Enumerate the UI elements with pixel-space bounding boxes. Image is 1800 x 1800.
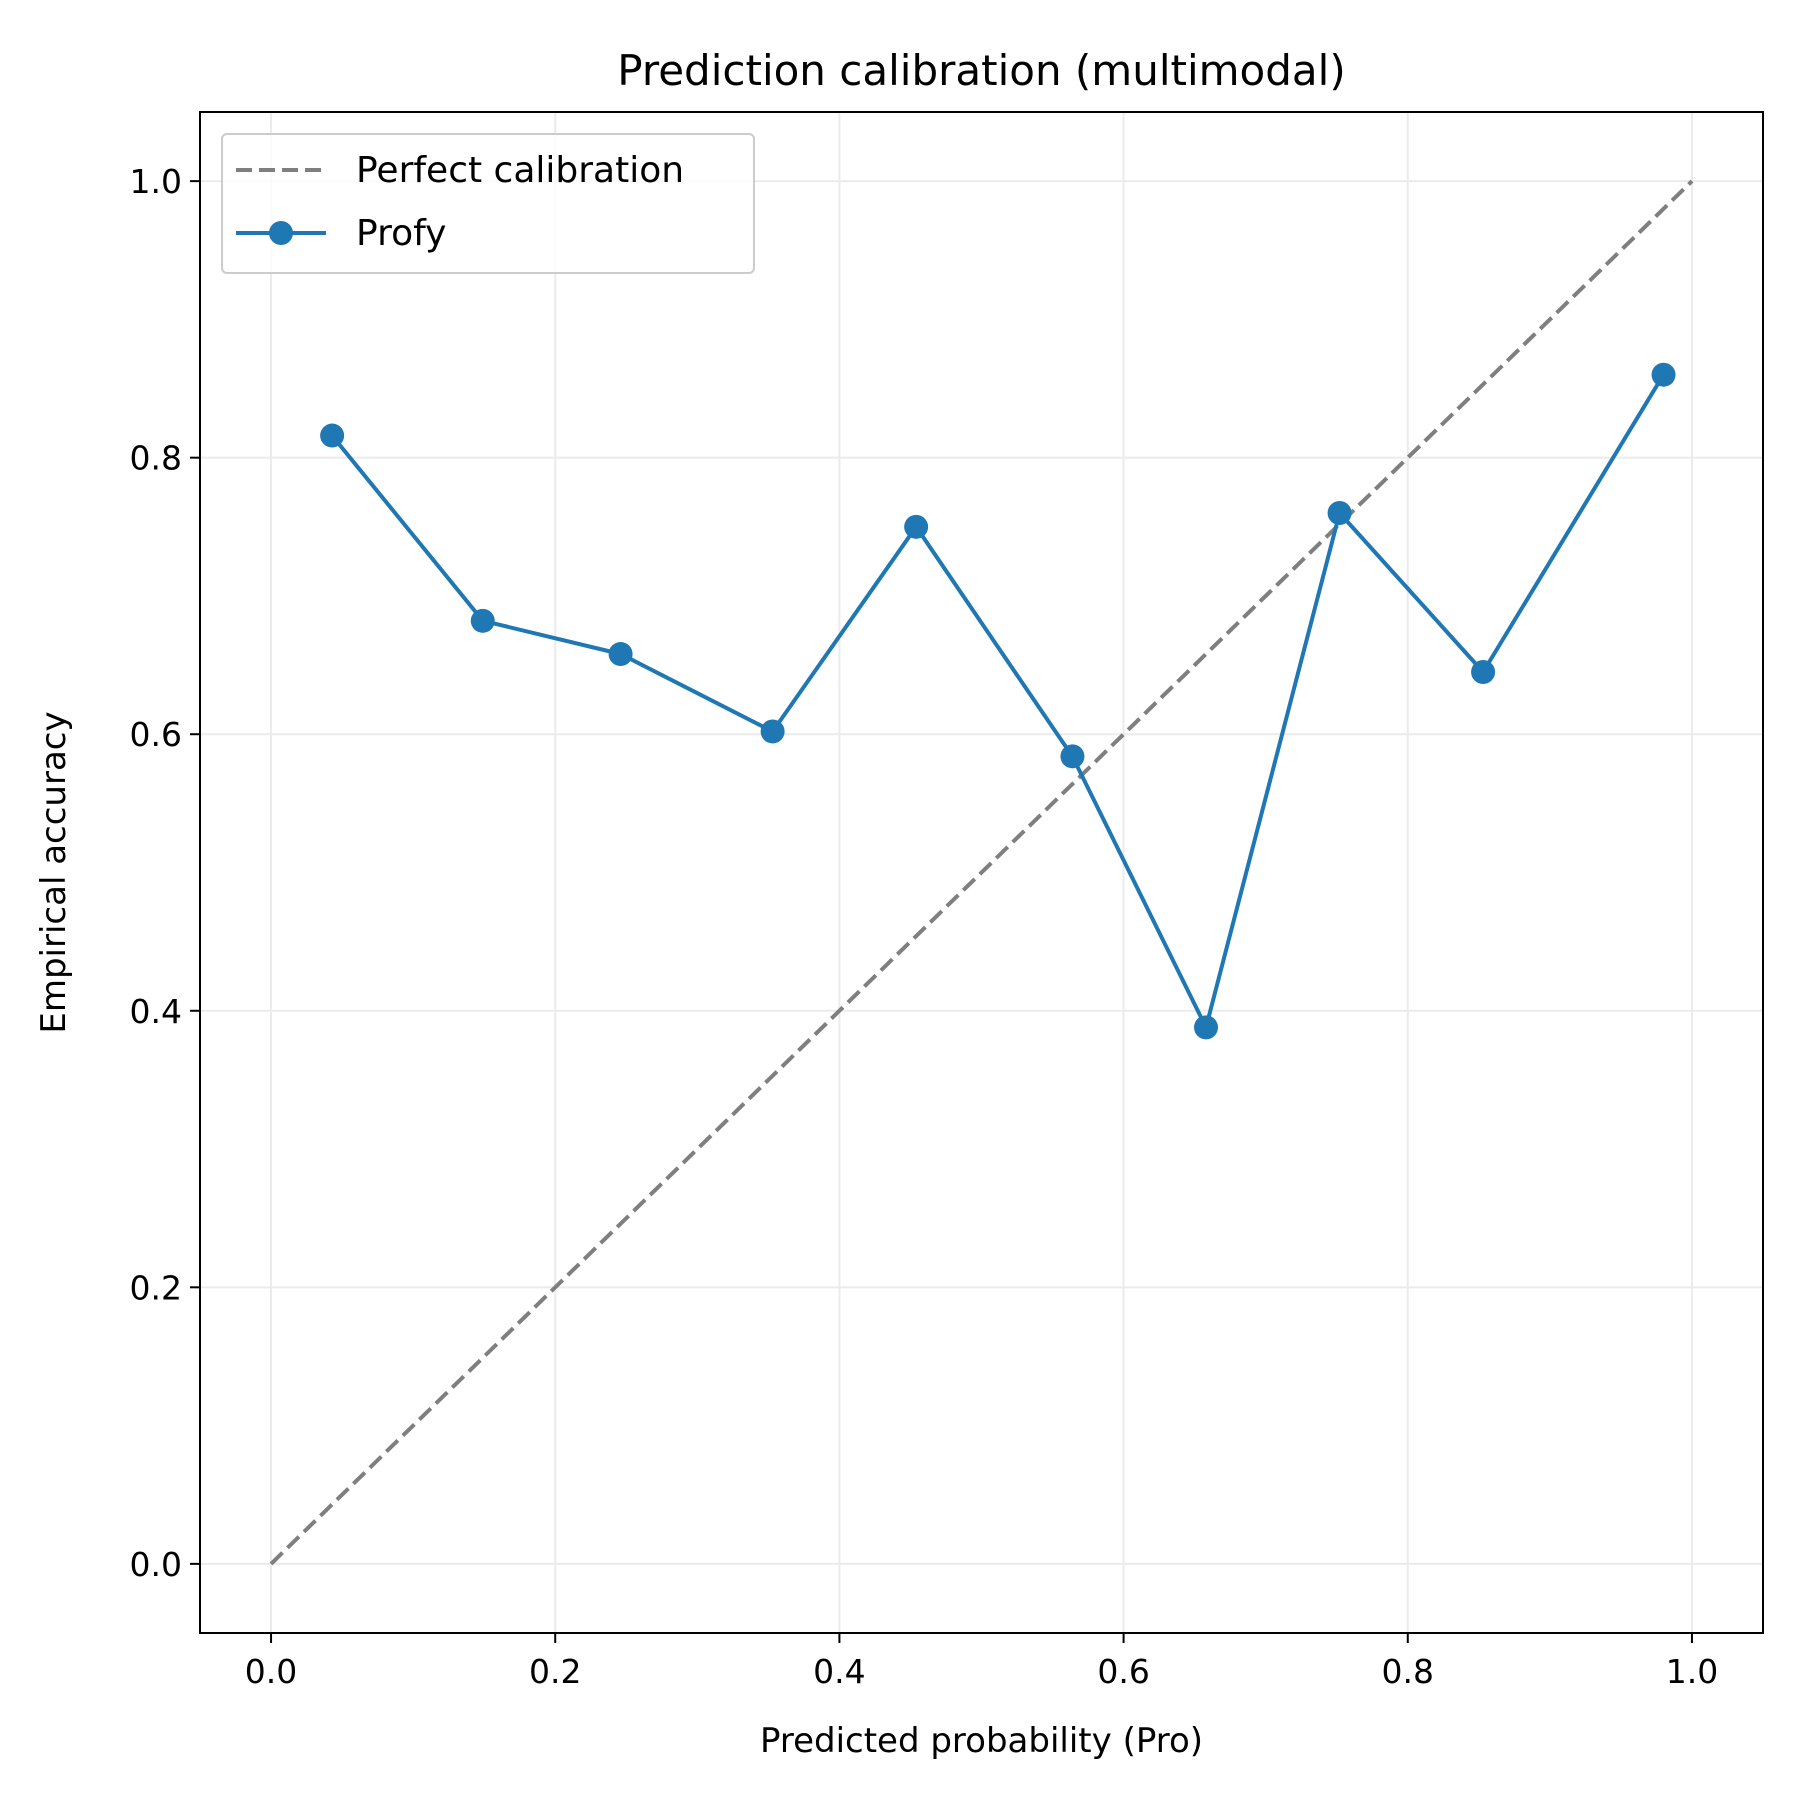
data-point xyxy=(904,514,929,539)
x-tick-label: 0.6 xyxy=(1097,1652,1149,1691)
data-point xyxy=(1194,1015,1219,1040)
data-point xyxy=(470,608,495,633)
x-tick-label: 0.0 xyxy=(245,1652,297,1691)
y-tick-label: 0.6 xyxy=(130,715,182,754)
data-point xyxy=(1327,500,1352,525)
grid xyxy=(200,112,1763,1633)
y-tick-label: 0.8 xyxy=(130,439,182,478)
y-tick-label: 0.4 xyxy=(130,992,182,1031)
x-tick-label: 1.0 xyxy=(1666,1652,1718,1691)
axis-ticks: 0.0 0.2 0.4 0.6 0.8 1.0 0.0 0.2 0.4 0.6 0.8 1.0 xyxy=(130,162,1719,1691)
data-point xyxy=(1471,660,1496,685)
chart-title: Prediction calibration (multimodal) xyxy=(617,46,1345,95)
data-point xyxy=(760,719,785,744)
data-point xyxy=(1651,362,1676,387)
x-tick-label: 0.4 xyxy=(813,1652,865,1691)
data-point xyxy=(608,642,633,667)
y-axis-label: Empirical accuracy xyxy=(34,711,74,1033)
y-tick-label: 0.0 xyxy=(130,1545,182,1584)
data-point xyxy=(320,423,345,448)
x-axis-label: Predicted probability (Pro) xyxy=(760,1721,1203,1761)
legend-label-perfect-calibration: Perfect calibration xyxy=(356,150,684,191)
plot-frame xyxy=(199,111,1764,1634)
legend: Perfect calibration Profy xyxy=(221,133,755,274)
series-line-profy xyxy=(330,373,1666,1030)
plot-series xyxy=(269,179,1694,1566)
y-tick-label: 0.2 xyxy=(130,1268,182,1307)
legend-label-profy: Profy xyxy=(356,213,446,254)
x-tick-label: 0.8 xyxy=(1382,1652,1434,1691)
y-tick-label: 1.0 xyxy=(130,162,182,201)
data-point xyxy=(1060,744,1085,769)
x-tick-label: 0.2 xyxy=(529,1652,581,1691)
series-line-perfect-calibration xyxy=(269,179,1694,1566)
legend-marker-profy xyxy=(269,221,293,245)
legend-box xyxy=(221,133,755,274)
